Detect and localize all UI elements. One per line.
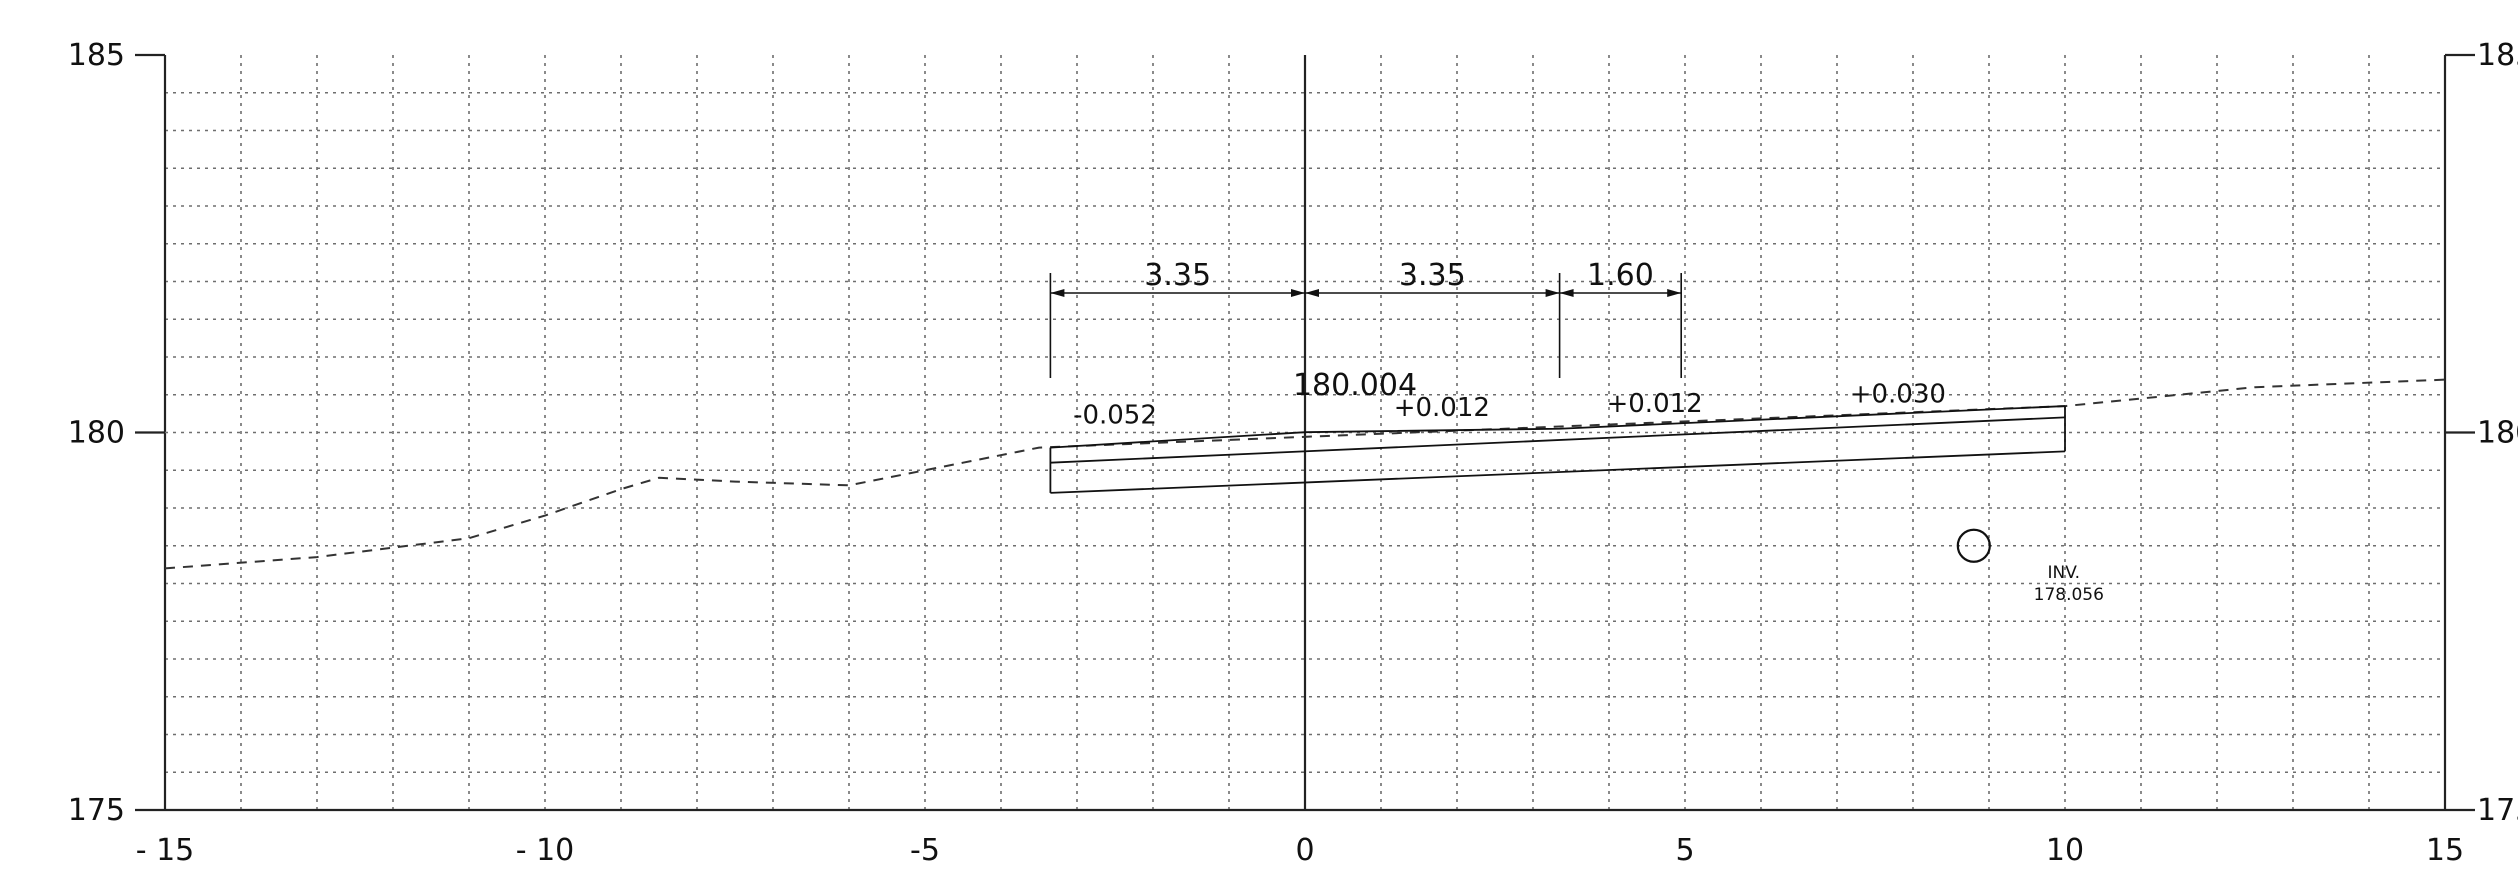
dimension-lines: 3.35 3.35 1.60 [1049,258,1682,378]
y-tick-label-left: 180 [68,416,125,451]
dimension-label: 1.60 [1587,258,1654,293]
slope-label: +0.012 [1606,389,1702,419]
y-tick-label-left: 185 [68,38,125,73]
slope-label: -0.052 [1073,400,1157,430]
x-tick-label: - 10 [516,833,575,868]
x-tick-label: 0 [1295,833,1314,868]
y-tick-label-right: 180 [2477,416,2518,451]
pavement-base-top [1050,416,2066,464]
axis-labels: - 15 - 10 -5 0 5 10 15 175 175 180 180 185 185 [68,38,2518,868]
dimension-arrow [1305,289,1319,297]
x-tick-label: 10 [2046,833,2084,868]
pipe-circle [1956,528,1991,563]
dimension-label: 3.35 [1399,258,1466,293]
x-tick-label: 15 [2426,833,2464,868]
y-tick-label-right: 175 [2477,793,2518,828]
dimension-label: 3.35 [1144,258,1211,293]
y-tick-label-left: 175 [68,793,125,828]
dimension-arrow [1559,289,1574,297]
pavement-bottom [1050,450,2066,494]
pavement-section [1049,405,2066,494]
slope-label: +0.030 [1850,379,1946,409]
dimension-arrow [1291,289,1305,297]
pipe-elevation-label: 178.056 [2034,585,2104,605]
y-tick-label-right: 185 [2477,38,2518,73]
pavement-top [1050,405,2066,449]
annotation-labels: -0.052 +0.012 +0.012 +0.030 180.004 INV.178.0… [1073,368,2104,605]
dimension-arrow [1545,289,1560,297]
center-elevation-label: 180.004 [1293,368,1417,403]
x-tick-label: -5 [910,833,940,868]
dimension-arrow [1667,289,1682,297]
x-tick-label: 5 [1675,833,1694,868]
slope-label: +0.012 [1394,393,1490,423]
dimension-arrow [1050,289,1065,297]
x-tick-label: - 15 [136,833,195,868]
pipe-inv-label: INV. [2048,563,2081,583]
